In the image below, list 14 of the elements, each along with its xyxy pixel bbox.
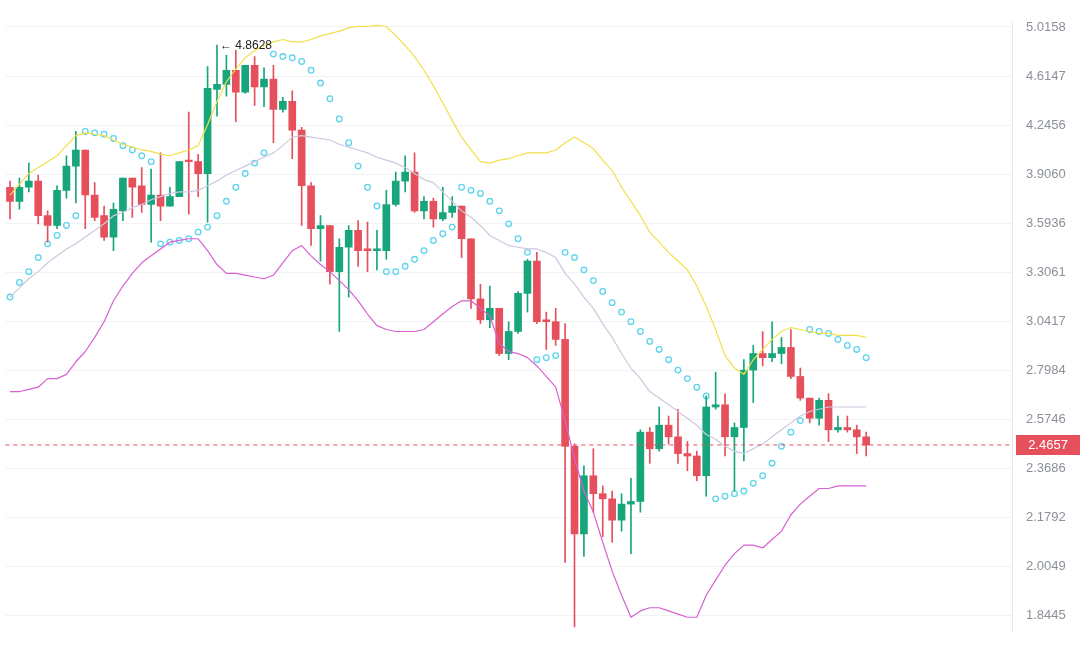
y-tick-label: 2.7984	[1026, 362, 1066, 378]
y-tick-label: 1.8445	[1026, 607, 1066, 623]
y-tick-label: 4.2456	[1026, 116, 1066, 132]
y-tick-label: 2.5746	[1026, 411, 1066, 427]
y-tick-label: 3.9060	[1026, 165, 1066, 181]
y-tick-label: 4.6147	[1026, 67, 1066, 83]
y-tick-label: 5.0158	[1026, 18, 1066, 34]
ref-line-label: 2.4657	[1028, 436, 1068, 452]
y-tick-label: 3.0417	[1026, 312, 1066, 328]
y-tick-label: 2.1792	[1026, 509, 1066, 525]
y-tick-label: 2.3686	[1026, 460, 1066, 476]
y-tick-label: 3.3061	[1026, 263, 1066, 279]
y-tick-label: 2.0049	[1026, 558, 1066, 574]
y-tick-label: 3.5936	[1026, 214, 1066, 230]
